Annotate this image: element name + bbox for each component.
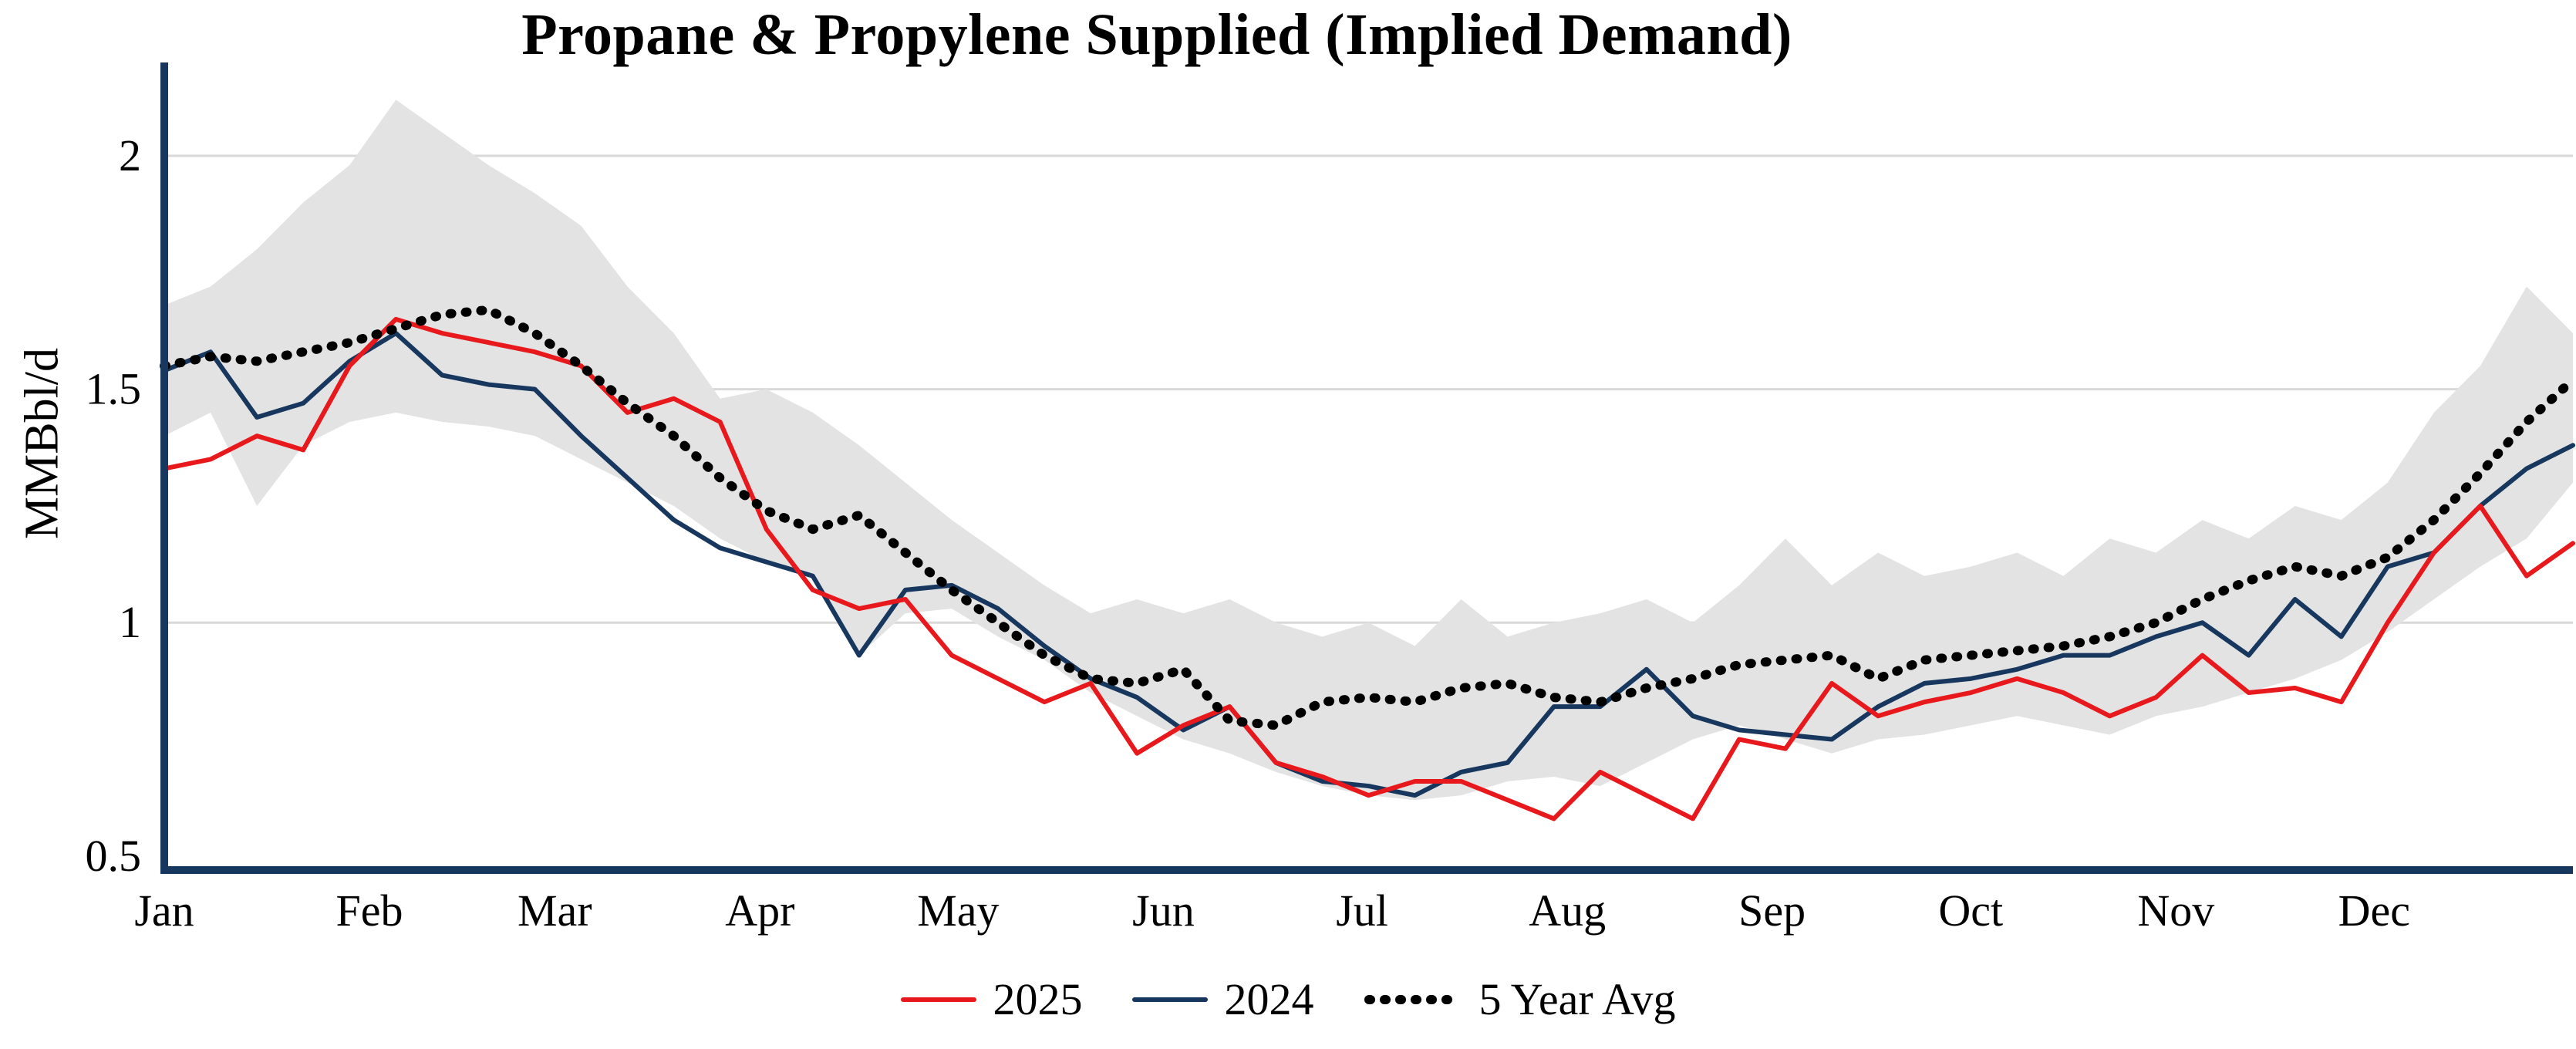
legend-line-sample-2024 (1132, 997, 1209, 1002)
legend-line-sample-5-year-avg (1364, 994, 1464, 1004)
legend-label-2024: 2024 (1224, 974, 1314, 1024)
y-tick-label: 0.5 (86, 831, 142, 881)
x-tick-label: Dec (2338, 885, 2410, 936)
legend-item-2024: 2024 (1131, 973, 1313, 1025)
x-tick-label: Apr (725, 885, 794, 936)
x-tick-label: Jul (1336, 885, 1388, 936)
legend-line-sample-2025 (901, 997, 977, 1002)
x-tick-label: Oct (1938, 885, 2003, 936)
legend: 2025 2024 5 Year Avg (0, 973, 2576, 1025)
y-tick-label: 2 (119, 130, 141, 180)
y-tick-label: 1 (119, 597, 141, 647)
x-tick-label: May (917, 885, 999, 936)
series-line-2024 (162, 331, 2575, 798)
x-tick-label: Mar (518, 885, 592, 936)
legend-label-5-year-avg: 5 Year Avg (1479, 974, 1676, 1024)
legend-item-5-year-avg: 5 Year Avg (1363, 973, 1676, 1025)
x-tick-label: Sep (1738, 885, 1806, 936)
legend-label-2025: 2025 (993, 974, 1083, 1024)
x-tick-label: Aug (1529, 885, 1606, 936)
chart-plot-area: 0.5 1 1.5 2 Jan Feb Mar Apr May Jun Jul Aug Sep Oct No… (86, 62, 2576, 936)
legend-item-2025: 2025 (900, 973, 1082, 1025)
chart-title: Propane & Propylene Supplied (Implied De… (521, 2, 1792, 67)
series-line-2025 (162, 316, 2575, 821)
x-tick-label: Jun (1132, 885, 1195, 936)
x-tick-label: Nov (2137, 885, 2214, 936)
five-year-range-band (164, 100, 2573, 801)
x-tick-label: Feb (336, 885, 403, 936)
series-line-5-year-avg (160, 305, 2576, 730)
y-tick-label: 1.5 (86, 364, 142, 414)
x-tick-label: Jan (134, 885, 194, 936)
